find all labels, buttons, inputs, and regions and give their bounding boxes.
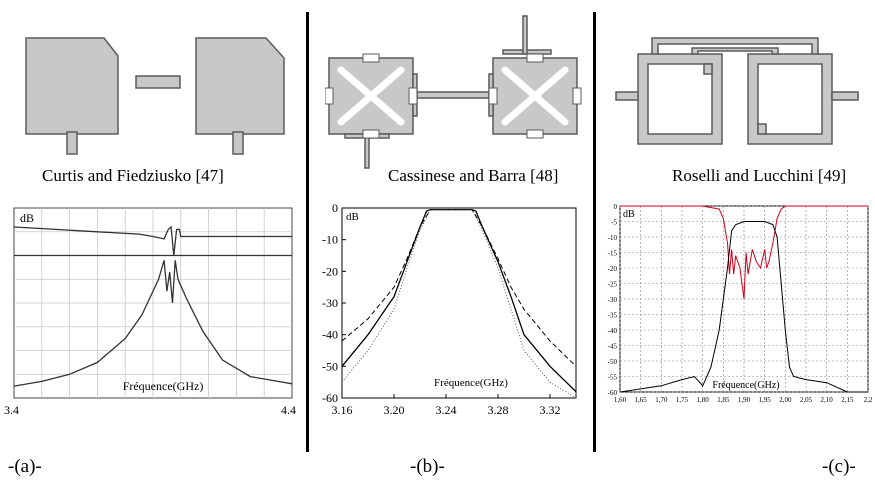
- y-tick-label: -20: [608, 265, 618, 273]
- x-tick-label: 2,00: [779, 396, 792, 404]
- series-reflection: [620, 205, 868, 300]
- y-tick-label: -10: [608, 234, 618, 242]
- y-tick-label: -50: [322, 359, 338, 373]
- x-tick-label: 4.4: [281, 403, 296, 417]
- resonator-left: [25, 37, 119, 135]
- y-tick-label: -30: [322, 296, 338, 310]
- port-left: [66, 131, 78, 155]
- port-right: [232, 131, 244, 155]
- x-tick-label: 1,60: [614, 396, 627, 404]
- unit-label: dB: [20, 211, 34, 225]
- y-tick-label: -5: [611, 219, 617, 227]
- x-axis-label: Fréquence(GHz): [712, 380, 779, 391]
- y-tick-label: -40: [322, 328, 338, 342]
- plot-frame: [341, 207, 577, 399]
- y-tick-label: -25: [608, 281, 618, 289]
- y-tick-label: 0: [614, 203, 618, 211]
- label-a: -(a)-: [8, 456, 42, 477]
- caption-c: Roselli and Lucchini [49]: [672, 166, 847, 185]
- structure-b: [325, 15, 582, 169]
- series-dotted: [341, 209, 577, 399]
- y-tick-label: 0: [332, 201, 338, 215]
- series-transmission: [619, 221, 868, 393]
- x-axis-label: Fréquence(GHz): [434, 377, 508, 389]
- x-axis-label: Fréquence(GHz): [123, 379, 204, 393]
- y-tick-label: -45: [608, 343, 618, 351]
- y-tick-label: -20: [322, 264, 338, 278]
- x-tick-label: 2,05: [800, 396, 813, 404]
- unit-label: dB: [346, 211, 359, 223]
- x-tick-label: 1,75: [676, 396, 689, 404]
- y-tick-label: -55: [608, 374, 618, 382]
- caption-b: Cassinese and Barra [48]: [388, 166, 559, 185]
- label-b: -(b)-: [410, 456, 445, 477]
- x-tick-label: 3.28: [488, 403, 509, 417]
- chart-c: 1,60 1,65 1,70 1,75 1,80 1,85 1,90 1,95 2,00 2,05…: [608, 203, 873, 404]
- series-s11: [13, 225, 292, 256]
- x-tick-label: 1,95: [759, 396, 772, 404]
- x-tick-label: 1,80: [697, 396, 710, 404]
- structure-a: [25, 37, 285, 155]
- x-tick-label: 3.20: [384, 403, 405, 417]
- series-s21: [13, 260, 293, 387]
- divider-1: [306, 12, 309, 452]
- y-tick-label: -40: [608, 327, 618, 335]
- divider-2: [593, 12, 596, 452]
- x-tick-label: 3.16: [332, 403, 353, 417]
- chart-b: 0 -10 -20 -30 -40 -50 -603.16 3.20 3.24 3.28 3.32 d…: [322, 201, 577, 417]
- y-tick-label: -35: [608, 312, 618, 320]
- y-tick-label: -50: [608, 358, 618, 366]
- y-tick-label: -60: [322, 391, 338, 405]
- structure-c: [615, 37, 859, 145]
- x-tick-label: 1,70: [655, 396, 668, 404]
- y-tick-label: -10: [322, 233, 338, 247]
- x-tick-label: 2,10: [821, 396, 834, 404]
- x-tick-label: 3.4: [4, 403, 19, 417]
- unit-label: dB: [623, 209, 635, 220]
- x-tick-label: 2,15: [841, 396, 854, 404]
- caption-a: Curtis and Fiedziusko [47]: [42, 166, 224, 185]
- resonator-right: [195, 37, 285, 135]
- x-tick-label: 1,90: [738, 396, 751, 404]
- x-tick-label: 3.24: [436, 403, 457, 417]
- y-tick-label: -60: [608, 389, 618, 397]
- coupling-strip: [135, 75, 181, 89]
- x-tick-label: 2,2: [864, 396, 873, 404]
- chart-a: dB Fréquence(GHz) 3.4 4.4: [4, 207, 296, 417]
- y-tick-label: -15: [608, 250, 618, 258]
- x-tick-label: 3.32: [540, 403, 561, 417]
- x-tick-label: 1,85: [717, 396, 730, 404]
- x-tick-label: 1,65: [635, 396, 648, 404]
- y-tick-label: -30: [608, 296, 618, 304]
- label-c: -(c)-: [822, 456, 856, 477]
